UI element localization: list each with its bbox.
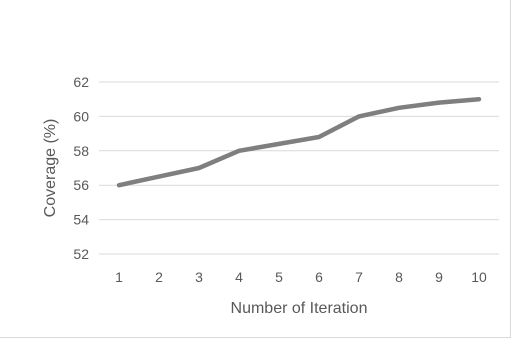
x-tick-label: 9 — [435, 269, 443, 285]
x-tick-label: 10 — [471, 269, 487, 285]
gridlines — [99, 81, 499, 255]
y-axis-title: Coverage (%) — [42, 119, 59, 218]
y-tick-label: 58 — [73, 143, 89, 159]
series-line — [116, 96, 482, 188]
x-tick-label: 8 — [395, 269, 403, 285]
x-tick-label: 4 — [235, 269, 243, 285]
x-axis-title: Number of Iteration — [231, 300, 368, 317]
y-tick-label: 54 — [73, 212, 89, 228]
y-tick-label: 56 — [73, 177, 89, 193]
y-tick-label: 60 — [73, 108, 89, 124]
x-tick-label: 7 — [355, 269, 363, 285]
x-tick-label: 6 — [315, 269, 323, 285]
y-tick-labels: 52 54 56 58 60 62 — [73, 74, 89, 262]
x-tick-label: 1 — [115, 269, 123, 285]
x-tick-label: 3 — [195, 269, 203, 285]
series-lines — [116, 96, 482, 188]
y-tick-label: 52 — [73, 246, 89, 262]
y-tick-label: 62 — [73, 74, 89, 90]
x-tick-label: 5 — [275, 269, 283, 285]
x-tick-label: 2 — [155, 269, 163, 285]
x-tick-labels: 1 2 3 4 5 6 7 8 9 10 — [115, 269, 487, 285]
